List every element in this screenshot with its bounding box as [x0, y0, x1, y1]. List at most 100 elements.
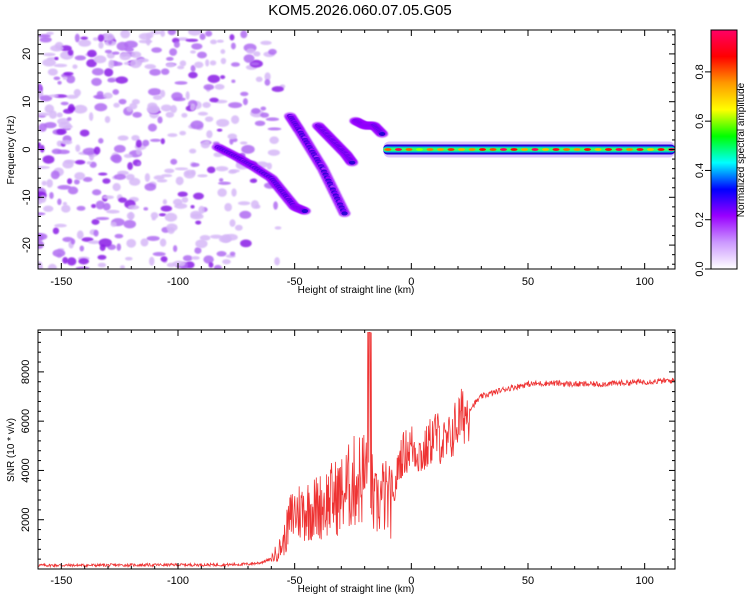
noise-blob	[237, 201, 251, 206]
tone-peak	[657, 148, 665, 151]
colorbar-tick-label: 0.8	[694, 64, 706, 79]
colorbar-tick-label: 0.2	[694, 212, 706, 227]
noise-blob	[76, 205, 86, 211]
noise-blob	[93, 229, 99, 237]
noise-blob	[102, 195, 114, 200]
noise-blob	[265, 117, 280, 122]
noise-blob	[73, 89, 81, 97]
noise-blob	[216, 118, 230, 127]
noise-blob	[97, 254, 107, 260]
noise-blob	[57, 80, 62, 85]
noise-blob	[240, 91, 249, 97]
noise-blob	[230, 62, 240, 67]
noise-blob	[190, 213, 204, 220]
y-tick-label: 20	[21, 48, 33, 60]
noise-blob	[132, 111, 142, 118]
noise-blob	[43, 52, 56, 57]
tone-peak	[458, 148, 465, 151]
noise-blob	[136, 161, 141, 166]
tone-peak	[636, 148, 644, 151]
tone-peak	[447, 148, 455, 151]
noise-blob	[172, 260, 186, 267]
noise-blob	[177, 191, 188, 197]
noise-blob	[162, 199, 168, 205]
noise-blob	[123, 153, 133, 159]
noise-blob	[98, 172, 108, 176]
chart-title: KOM5.2026.060.07.05.G05	[268, 2, 452, 19]
noise-blob	[148, 88, 162, 96]
noise-blob	[242, 98, 248, 106]
noise-blob	[191, 43, 203, 50]
tone-inner	[383, 147, 675, 152]
noise-blob	[57, 185, 72, 190]
noise-blob	[167, 227, 175, 235]
noise-blob	[174, 203, 188, 209]
noise-blob	[254, 204, 261, 209]
noise-blob	[179, 130, 187, 136]
noise-blob	[56, 128, 67, 135]
noise-blob	[49, 192, 54, 200]
noise-blob	[131, 135, 140, 141]
noise-blob	[209, 60, 217, 66]
noise-blob	[95, 200, 105, 210]
noise-blob	[228, 169, 237, 174]
noise-blob	[197, 111, 209, 116]
noise-blob	[216, 39, 224, 43]
noise-blob	[240, 239, 252, 248]
snr-line	[38, 332, 675, 569]
noise-blob	[149, 68, 161, 76]
noise-blob	[103, 92, 113, 99]
noise-blob	[271, 86, 284, 93]
x-tick-label: 50	[522, 276, 534, 288]
noise-blob	[60, 101, 69, 106]
noise-blob	[250, 62, 260, 66]
noise-blob	[160, 89, 166, 98]
noise-blob	[216, 128, 223, 132]
noise-blob	[208, 262, 214, 268]
noise-blob	[255, 76, 263, 83]
noise-blob	[199, 33, 206, 41]
noise-blob	[114, 233, 124, 239]
noise-blob	[181, 196, 189, 203]
spectrogram-y-label: Frequency (Hz)	[6, 116, 17, 185]
tone-peak	[500, 148, 507, 151]
noise-blob	[190, 50, 196, 54]
y-tick-label: 2000	[20, 507, 32, 531]
tone-peak	[605, 148, 612, 151]
noise-blob	[97, 34, 105, 42]
noise-blob	[75, 266, 90, 269]
noise-blob	[222, 259, 231, 265]
noise-blob	[137, 58, 149, 63]
noise-blob	[74, 159, 86, 165]
noise-blob	[174, 81, 188, 85]
noise-blob	[127, 162, 133, 170]
noise-blob	[91, 219, 100, 225]
noise-blob	[167, 133, 178, 137]
noise-blob	[74, 172, 86, 180]
tone-peak	[542, 148, 549, 151]
noise-blob	[161, 173, 173, 178]
noise-blob	[230, 42, 236, 50]
noise-blob	[82, 147, 97, 155]
noise-blob	[231, 79, 236, 84]
noise-blob	[113, 102, 120, 108]
noise-blob	[131, 51, 142, 59]
noise-blob	[213, 152, 223, 158]
noise-blob	[113, 144, 126, 153]
noise-blob	[191, 256, 200, 260]
noise-blob	[91, 203, 97, 209]
noise-blob	[157, 116, 163, 124]
noise-blob	[175, 176, 184, 186]
noise-blob	[169, 48, 178, 56]
noise-blob	[98, 238, 112, 248]
noise-blob	[54, 56, 59, 61]
y-tick-label: 6000	[20, 409, 32, 433]
noise-blob	[68, 106, 76, 112]
tone-peak	[647, 148, 654, 151]
noise-blob	[42, 155, 55, 164]
noise-blob	[118, 197, 128, 203]
noise-blob	[190, 205, 195, 209]
noise-blob	[86, 59, 97, 68]
tone-peak	[437, 148, 444, 151]
